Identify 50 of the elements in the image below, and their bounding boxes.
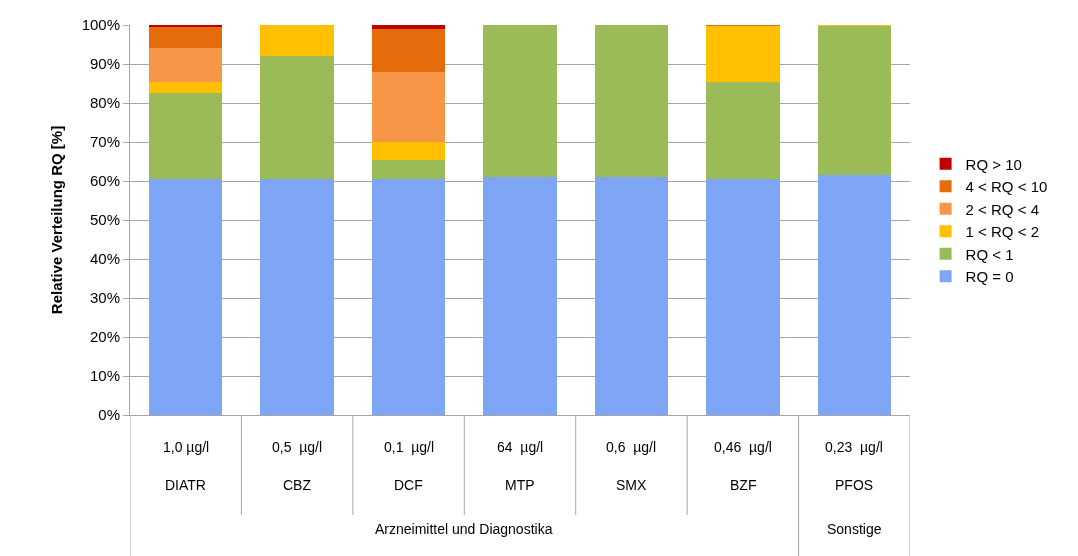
legend-label: RQ > 10 bbox=[965, 155, 1022, 173]
y-tick-label: 70% bbox=[89, 133, 120, 151]
bar bbox=[483, 177, 557, 415]
bar bbox=[483, 25, 557, 178]
bar bbox=[148, 93, 223, 180]
y-tick-label: 40% bbox=[89, 250, 120, 268]
category-label: 0,1 µg/l DCF bbox=[384, 439, 435, 493]
text: Arzneimittel und Diagnostika bbox=[375, 521, 553, 537]
y-tick-label: 50% bbox=[89, 211, 120, 229]
bar bbox=[148, 26, 223, 49]
legend-label: RQ = 0 bbox=[965, 268, 1014, 286]
y-tick-label: 60% bbox=[89, 172, 120, 190]
y-axis-title: Relative Verteilung RQ [%] bbox=[47, 125, 65, 315]
text: Sonstige bbox=[827, 521, 882, 537]
category-label: 0,23 µg/l PFOS bbox=[825, 439, 883, 493]
category-label: 0,6 µg/l SMX bbox=[606, 439, 657, 493]
bar bbox=[371, 71, 446, 142]
bar bbox=[817, 25, 892, 176]
category-label: 1,0 µg/l DIATR bbox=[163, 439, 210, 493]
y-tick-label: 0% bbox=[98, 406, 120, 424]
bar bbox=[594, 177, 669, 415]
y-tick-label: 90% bbox=[89, 55, 120, 73]
category-label: 0,5 µg/l CBZ bbox=[272, 439, 323, 493]
bar bbox=[706, 81, 780, 180]
bar bbox=[371, 159, 446, 180]
y-tick-label: 80% bbox=[89, 94, 120, 112]
legend-label: 4 < RQ < 10 bbox=[965, 178, 1048, 196]
bar bbox=[706, 25, 780, 82]
bar bbox=[148, 48, 223, 82]
bar bbox=[706, 179, 780, 415]
bar bbox=[817, 175, 892, 415]
y-tick-label: 10% bbox=[89, 367, 120, 385]
legend-label: RQ < 1 bbox=[965, 245, 1014, 263]
legend-label: 2 < RQ < 4 bbox=[965, 200, 1039, 218]
bar bbox=[260, 179, 334, 415]
y-tick-label: 100% bbox=[81, 16, 120, 34]
category-label: 64 µg/l MTP bbox=[497, 439, 544, 493]
bar bbox=[371, 142, 446, 160]
y-tick-label: 20% bbox=[89, 328, 120, 346]
bar bbox=[594, 25, 669, 178]
category-label: 0,46 µg/l BZF bbox=[714, 439, 772, 493]
bar bbox=[148, 81, 223, 94]
legend-label: 1 < RQ < 2 bbox=[965, 223, 1039, 241]
bar bbox=[148, 179, 223, 415]
bar bbox=[260, 25, 334, 57]
bar bbox=[371, 25, 446, 29]
bar bbox=[260, 56, 334, 180]
bar bbox=[371, 28, 446, 72]
y-tick-label: 30% bbox=[89, 289, 120, 307]
bar bbox=[371, 179, 446, 415]
